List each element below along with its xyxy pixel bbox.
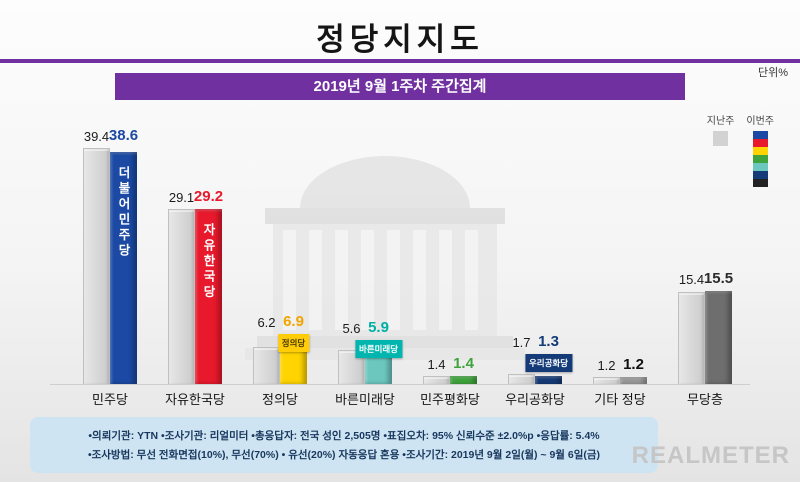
category-label: 정의당 bbox=[262, 392, 298, 407]
value-this-week: 5.9 bbox=[368, 318, 389, 336]
legend-swatch bbox=[752, 131, 768, 139]
chart-baseline bbox=[50, 384, 750, 385]
realmeter-logo: REALMETER bbox=[631, 442, 790, 469]
value-this-week: 38.6 bbox=[108, 126, 139, 144]
bar-label-vertical: 더불어민주당 bbox=[116, 166, 130, 260]
value-this-week: 15.5 bbox=[703, 270, 734, 287]
category-label: 민주평화당 bbox=[420, 392, 480, 407]
methodology-line-2: •조사방법: 무선 전화면접(10%), 무선(70%) • 유선(20%) 자… bbox=[87, 449, 601, 461]
bar-this-week bbox=[620, 376, 647, 384]
value-this-week: 29.2 bbox=[193, 187, 224, 205]
methodology-line-1: •의뢰기관: YTN •조사기관: 리얼미터 •총응답자: 전국 성인 2,50… bbox=[88, 430, 600, 442]
party-label-box: 우리공화당 bbox=[524, 354, 573, 372]
legend-swatch bbox=[752, 171, 768, 179]
legend-swatch bbox=[752, 147, 768, 155]
unit-label: 단위% bbox=[757, 67, 788, 79]
value-last-week: 15.4 bbox=[678, 272, 705, 287]
value-last-week: 1.4 bbox=[427, 356, 446, 372]
category-label: 민주당 bbox=[92, 392, 128, 407]
legend-swatch bbox=[713, 131, 729, 146]
value-this-week: 6.9 bbox=[283, 312, 304, 330]
legend-swatch bbox=[752, 155, 768, 163]
bar-this-week: 자유한국당 bbox=[195, 208, 222, 384]
bar-chart: 더불어민주당 39.4 38.6 민주당 자유한국당 29.1 29.2 자유한국당 정의당 6.… bbox=[40, 104, 760, 408]
bar-last-week bbox=[83, 147, 110, 384]
bar-last-week bbox=[423, 375, 450, 384]
legend-last-week: 지난주 bbox=[706, 112, 735, 187]
bar-last-week bbox=[593, 376, 620, 384]
value-last-week: 6.2 bbox=[257, 314, 276, 330]
value-this-week: 1.2 bbox=[623, 355, 644, 373]
value-this-week: 1.4 bbox=[453, 354, 474, 372]
legend-this-week-swatches bbox=[746, 131, 774, 187]
legend-this-week-label: 이번주 bbox=[746, 116, 774, 127]
bar-this-week bbox=[535, 376, 562, 384]
bar-this-week bbox=[450, 375, 477, 384]
value-last-week: 5.6 bbox=[342, 320, 361, 336]
legend-swatch bbox=[752, 163, 768, 171]
value-last-week: 29.1 bbox=[168, 189, 195, 205]
legend-this-week: 이번주 bbox=[746, 112, 774, 187]
bar-this-week bbox=[705, 291, 732, 384]
bar-last-week bbox=[678, 291, 705, 384]
bar-this-week: 더불어민주당 bbox=[110, 152, 137, 384]
subtitle-banner: 2019년 9월 1주차 주간집계 bbox=[115, 73, 685, 100]
value-last-week: 1.2 bbox=[597, 357, 616, 373]
value-this-week: 1.3 bbox=[538, 333, 559, 350]
party-label-box: 바른미래당 bbox=[354, 339, 403, 358]
value-last-week: 1.7 bbox=[512, 335, 531, 350]
value-last-week: 39.4 bbox=[83, 128, 110, 144]
bar-last-week bbox=[508, 373, 535, 384]
category-label: 우리공화당 bbox=[505, 392, 565, 407]
category-label: 자유한국당 bbox=[165, 392, 225, 407]
legend-last-week-label: 지난주 bbox=[706, 116, 735, 127]
legend: 지난주 이번주 bbox=[707, 112, 774, 187]
category-label: 바른미래당 bbox=[335, 392, 395, 407]
accent-divider bbox=[0, 59, 800, 63]
bar-label-vertical: 자유한국당 bbox=[201, 222, 215, 301]
page-title: 정당지지도 bbox=[316, 22, 484, 57]
category-label: 기타 정당 bbox=[594, 392, 646, 407]
legend-swatch bbox=[752, 179, 768, 187]
bar-last-week bbox=[168, 209, 195, 384]
party-label-box: 정의당 bbox=[277, 333, 310, 352]
legend-last-week-swatches bbox=[707, 131, 735, 146]
survey-methodology-note: •의뢰기관: YTN •조사기관: 리얼미터 •총응답자: 전국 성인 2,50… bbox=[30, 417, 658, 473]
bar-last-week bbox=[253, 346, 280, 384]
category-label: 무당층 bbox=[687, 392, 723, 407]
legend-swatch bbox=[752, 139, 768, 147]
national-assembly-watermark bbox=[233, 156, 537, 372]
